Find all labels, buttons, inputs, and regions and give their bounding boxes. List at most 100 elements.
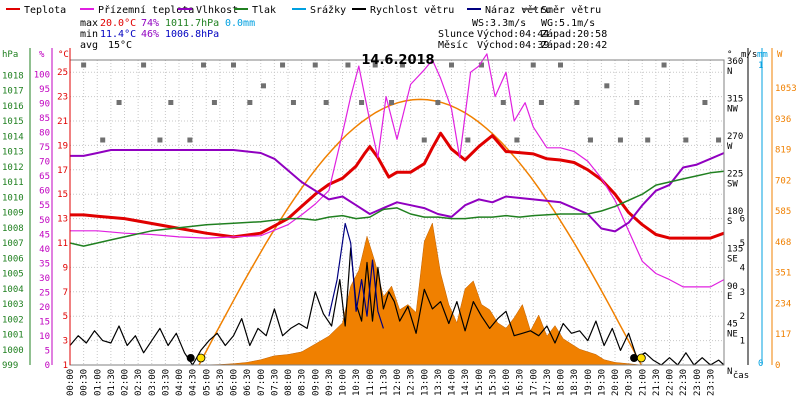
dir-tick-label: SW [727,180,738,190]
wind-direction-point [187,137,193,143]
info-ws: WS:3.3m/s [472,18,526,29]
x-tick-label: 02:30 [134,369,144,396]
dir-tick-label: N [727,367,732,377]
stats-max-hum: 74% [141,18,159,29]
x-tick-label: 11:30 [379,369,389,396]
moonset-icon [630,354,639,362]
wind-direction-layer [81,62,722,143]
pct-tick-label: 10 [39,332,50,342]
solar-tick-label: 117 [775,330,791,340]
x-axis-label: čas [733,370,749,381]
sunrise-icon [196,353,206,363]
wind-direction-point [389,100,395,105]
dir-tick-label: S [727,217,732,227]
series-line-vlhkost [70,149,725,233]
x-tick-label: 04:00 [175,369,185,396]
hpa-tick-label: 1000 [2,346,24,356]
solar-layer [199,222,642,366]
wind-tick-label: 3 [740,288,745,298]
temp-tick-label: 25 [57,68,68,78]
x-tick-label: 16:00 [502,369,512,396]
chart-title: 14.6.2018 [361,53,434,68]
temp-tick-label: 15 [57,190,68,200]
pct-tick-label: 65 [39,172,50,182]
x-tick-label: 00:00 [66,369,76,396]
pct-tick-label: 55 [39,201,50,211]
wind-direction-point [716,137,722,143]
info-wg: WG:5.1m/s [541,18,595,29]
sun-elevation-layer [198,98,643,366]
stats-max-press: 1011.7hPa [165,18,219,29]
hpa-tick-label: 1004 [2,285,24,295]
wind-direction-point [312,62,318,68]
hpa-tick-label: 1013 [2,148,24,158]
stats-max-label: max [80,18,98,29]
wind-direction-point [574,100,580,105]
x-tick-label: 20:30 [625,369,635,396]
x-tick-label: 03:00 [148,369,158,396]
dir-axis-unit: ° [727,50,732,60]
rain-tick-label: 1 [758,61,763,71]
hpa-tick-label: 1005 [2,270,24,280]
dir-tick-value: 270 [727,132,743,142]
hpa-tick-label: 1007 [2,239,24,249]
wind-direction-point [500,100,506,105]
stats-max-rain: 0.0mm [225,18,255,29]
series-line-prizemni-teplota [70,53,725,288]
hpa-tick-label: 1006 [2,254,24,264]
solar-tick-label: 819 [775,146,791,156]
x-tick-label: 01:00 [93,369,103,396]
dir-tick-label: W [727,142,733,152]
info-sun-label: Slunce [438,29,474,40]
x-tick-label: 10:30 [352,369,362,396]
info-moonrise: Východ:04:39 [477,39,549,51]
hpa-tick-label: 1018 [2,71,24,81]
pct-tick-label: 70 [39,158,50,168]
legend-label: Vlhkost [196,5,238,16]
wind-direction-point [116,100,122,105]
x-tick-label: 08:30 [298,369,308,396]
x-tick-label: 23:30 [706,369,716,396]
hpa-tick-label: 1002 [2,315,24,325]
series-line-naraz-vetru [328,222,384,329]
pct-tick-label: 50 [39,216,50,226]
solar-radiation-area [199,222,642,366]
wind-tick-label: 4 [740,263,745,273]
series-line-rychlost-vetru [69,247,725,366]
x-tick-label: 14:30 [461,369,471,396]
solar-tick-label: 0 [775,361,780,371]
moonrise-icon [186,354,195,362]
wind-direction-point [81,62,87,68]
stats-max-temp: 20.0°C [100,18,136,29]
dir-tick-label: SE [727,255,738,265]
dir-tick-value: 225 [727,170,743,180]
wind-direction-point [604,83,610,89]
info-moonset: Západ:20:42 [541,39,607,51]
legend-label: Srážky [310,4,346,16]
x-tick-label: 16:30 [516,369,526,396]
wind-direction-point [359,100,365,105]
hpa-tick-label: 1008 [2,224,24,234]
dir-tick-label: E [727,292,732,302]
pct-axis-unit: % [39,50,45,60]
wind-direction-point [661,62,667,68]
wind-direction-point [290,100,296,105]
x-tick-label: 12:30 [407,369,417,396]
wind-direction-point [702,100,708,105]
pct-tick-label: 30 [39,274,50,284]
hpa-tick-label: 1016 [2,102,24,112]
x-tick-label: 18:00 [557,369,567,396]
temp-axis-unit: °C [58,50,69,60]
sunset-icon [636,353,646,363]
pct-tick-label: 5 [45,346,50,356]
x-tick-label: 13:00 [420,369,430,396]
sun-elevation-curve [198,98,643,366]
info-sunset: Západ:20:58 [541,28,607,40]
wind-direction-point [141,62,147,68]
wind-direction-point [478,62,484,68]
x-tick-label: 19:00 [584,369,594,396]
wind-direction-point [683,137,689,143]
temp-tick-label: 23 [57,93,68,103]
dir-tick-value: 360 [727,57,743,67]
